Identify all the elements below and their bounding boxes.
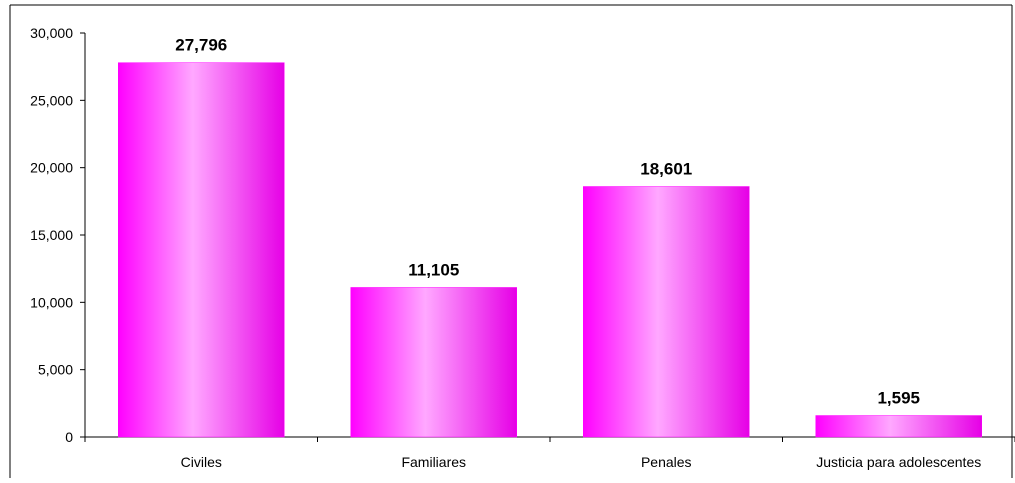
- x-category-label: Civiles: [181, 454, 222, 470]
- bar-value-label: 27,796: [175, 36, 227, 55]
- y-tick-label: 30,000: [30, 25, 73, 41]
- x-category-label: Familiares: [401, 454, 466, 470]
- bar-value-label: 11,105: [408, 260, 459, 279]
- y-tick-label: 0: [65, 429, 73, 445]
- x-category-label: Penales: [641, 454, 692, 470]
- y-tick-label: 25,000: [30, 92, 73, 108]
- x-category-label: Justicia para adolescentes: [816, 454, 981, 470]
- y-tick-label: 20,000: [30, 160, 73, 176]
- bar: [350, 287, 517, 438]
- bar-value-label: 1,595: [877, 389, 920, 408]
- bars: [118, 62, 982, 438]
- y-tick-label: 5,000: [38, 362, 73, 378]
- chart-frame: [9, 4, 1013, 478]
- bar-value-label: 18,601: [640, 160, 692, 179]
- x-axis: Civiles Familiares Penales Justicia para ad…: [84, 436, 1015, 470]
- bar: [815, 415, 982, 438]
- y-tick-label: 15,000: [30, 227, 73, 243]
- y-axis: 0 5,000 10,000 15,000 20,000 25,000 30,000: [30, 25, 86, 445]
- y-tick-label: 10,000: [30, 294, 73, 310]
- data-labels: 27,796 11,105 18,601 1,595: [175, 36, 920, 408]
- bar: [583, 186, 750, 438]
- bar: [118, 62, 285, 438]
